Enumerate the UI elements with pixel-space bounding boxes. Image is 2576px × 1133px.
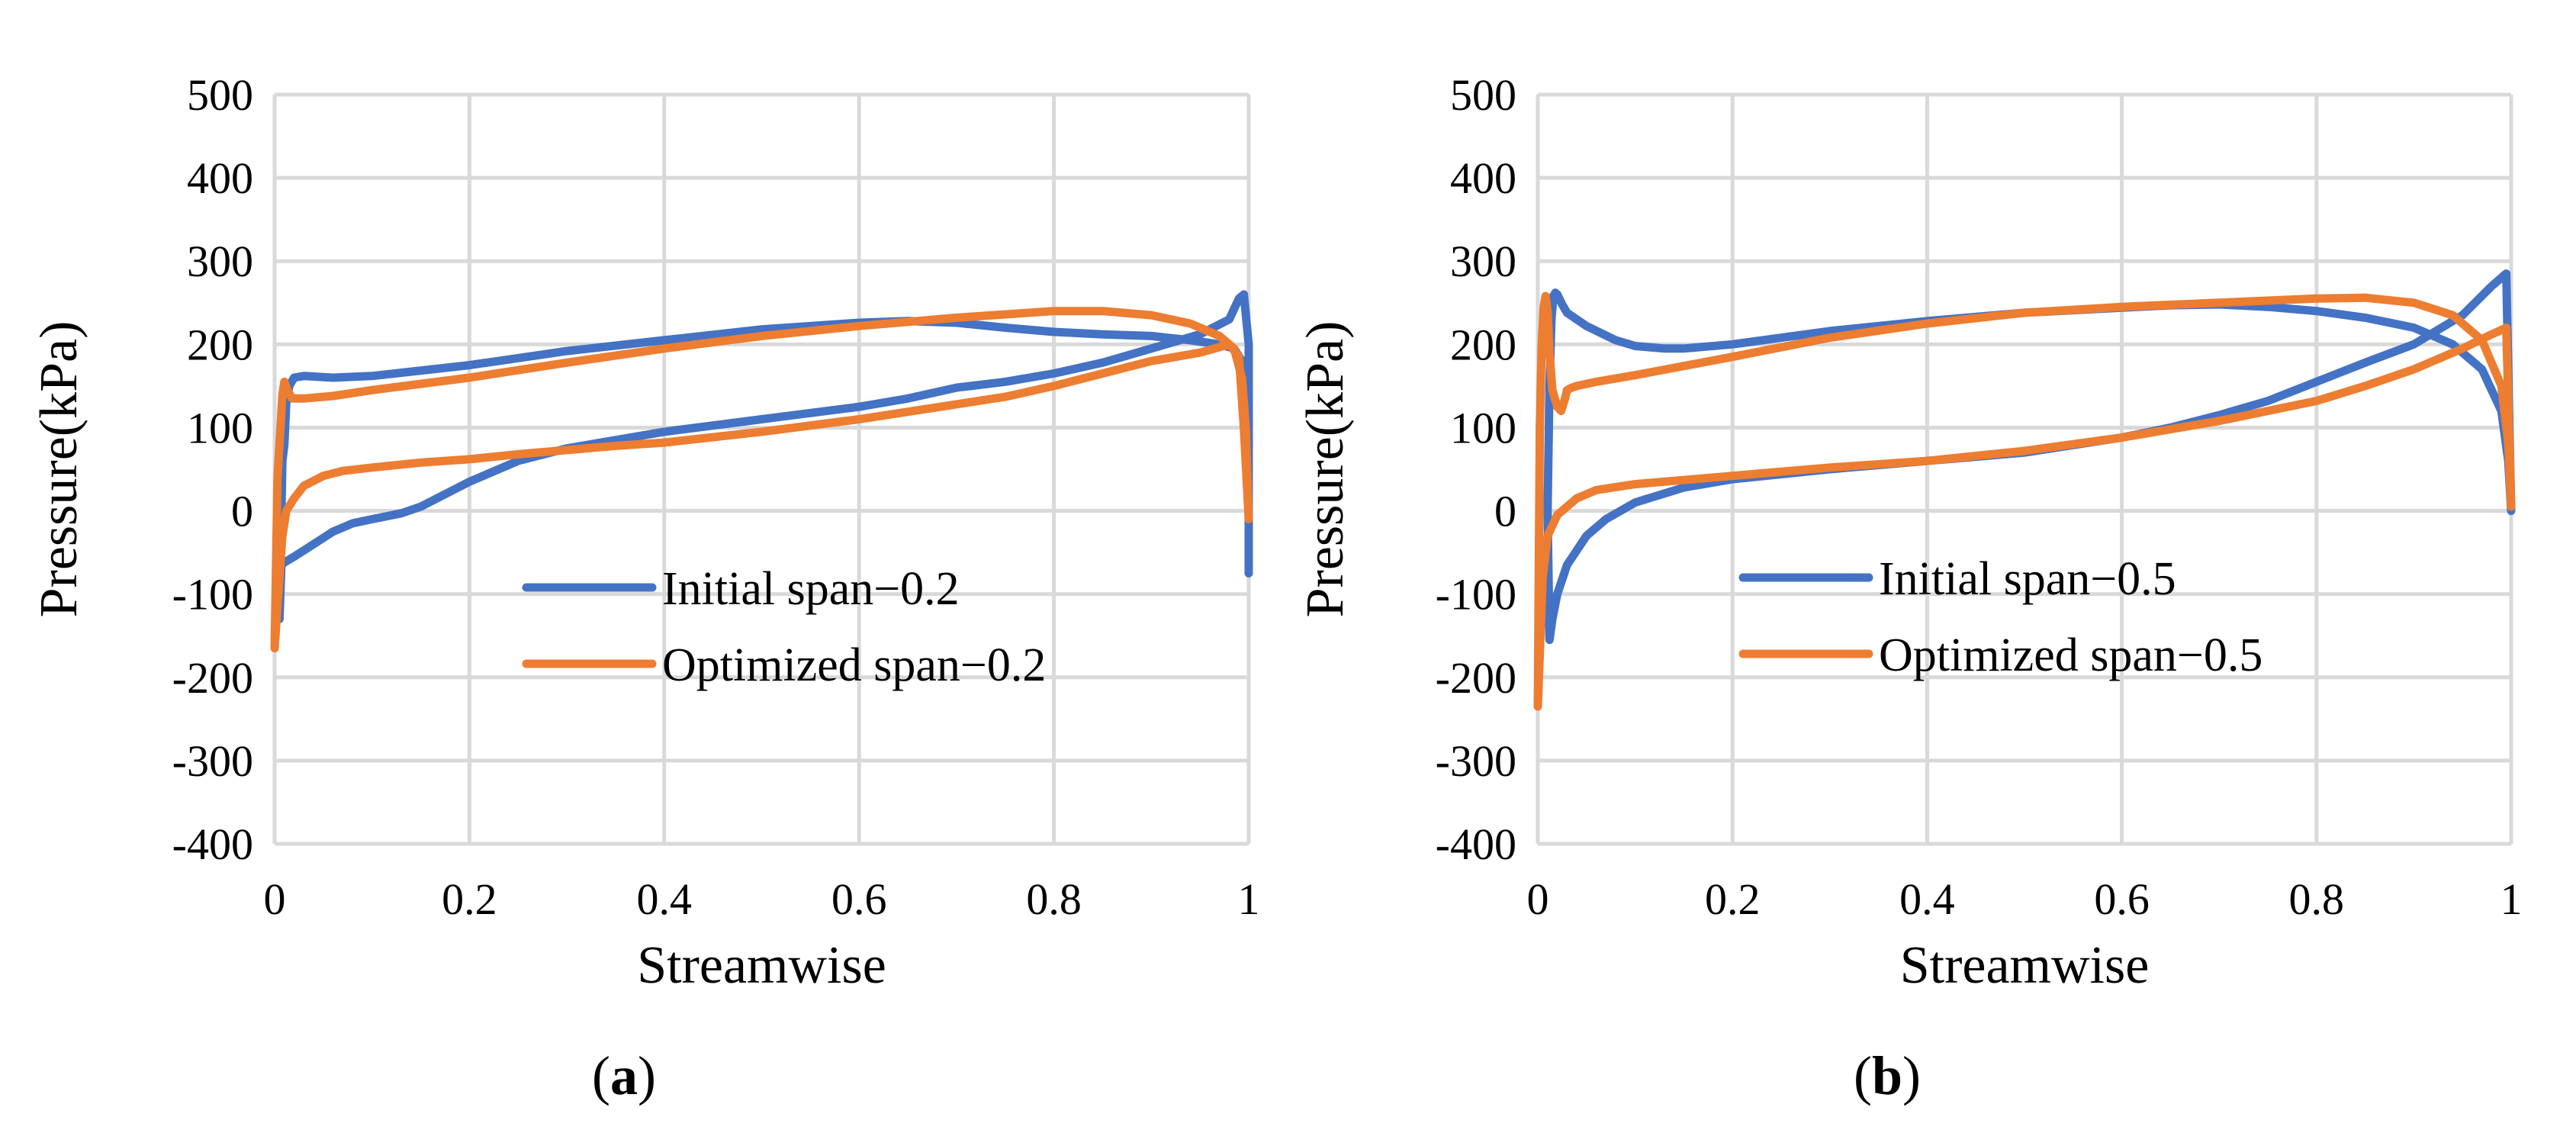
y-tick-label: 200 xyxy=(187,320,253,369)
legend-label: Initial span−0.2 xyxy=(662,563,960,615)
panel-label: a xyxy=(610,1045,638,1106)
y-tick-label: 300 xyxy=(1450,237,1516,286)
series-line-optimized xyxy=(1533,291,2516,711)
legend-label: Optimized span−0.5 xyxy=(1879,629,2262,681)
y-tick-label: -100 xyxy=(1436,570,1516,620)
x-tick-label: 1 xyxy=(2500,874,2523,924)
legend: Initial span−0.2 Optimized span−0.2 xyxy=(522,563,1046,691)
panel-label: b xyxy=(1872,1045,1902,1106)
x-tick-label: 0.8 xyxy=(1026,874,1082,924)
x-tick-label: 0.8 xyxy=(2289,874,2345,924)
grid xyxy=(1536,92,2513,846)
legend-label: Optimized span−0.2 xyxy=(662,639,1046,691)
y-tick-label: -200 xyxy=(172,653,253,703)
y-tick-label: -400 xyxy=(1436,819,1516,869)
x-tick-label: 0.4 xyxy=(1899,874,1955,924)
y-tick-label: 400 xyxy=(187,153,253,203)
y-tick-label: -400 xyxy=(172,819,253,869)
y-tick-label: 400 xyxy=(1450,153,1516,203)
y-tick-label: 100 xyxy=(187,403,253,452)
x-tick-label: 1 xyxy=(1238,874,1260,924)
y-axis-title: Pressure(kPa) xyxy=(1296,321,1355,618)
y-tick-label: 500 xyxy=(187,70,253,120)
panel-caption: (b) xyxy=(1854,1045,1921,1106)
x-tick-label: 0.2 xyxy=(1705,874,1761,924)
y-tick-label: -300 xyxy=(172,736,253,786)
chart-panel-b: -400 -300 -200 -100 0 100 200 300 400 500 0 0.2 0.4 0… xyxy=(1296,70,2523,1106)
x-tick-label: 0.6 xyxy=(831,874,887,924)
y-tick-label: 0 xyxy=(1494,487,1516,536)
panel-caption: (a) xyxy=(592,1045,656,1106)
y-tick-label: 100 xyxy=(1450,403,1516,452)
x-tick-label: 0.2 xyxy=(442,874,497,924)
y-tick-label: 500 xyxy=(1450,70,1516,120)
y-tick-label: -100 xyxy=(172,570,253,620)
series-line-initial xyxy=(1543,269,2516,645)
series-line-optimized xyxy=(270,307,1253,653)
y-tick-label: 200 xyxy=(1450,320,1516,369)
x-tick-label: 0 xyxy=(1527,874,1549,924)
y-tick-label: -200 xyxy=(1436,653,1516,703)
y-tick-label: 300 xyxy=(187,237,253,286)
x-tick-label: 0.4 xyxy=(637,874,693,924)
y-tick-label: -300 xyxy=(1436,736,1516,786)
x-tick-label: 0.6 xyxy=(2094,874,2150,924)
y-tick-label: 0 xyxy=(231,487,253,536)
x-axis-title: Streamwise xyxy=(1900,936,2150,995)
y-axis-title: Pressure(kPa) xyxy=(30,321,88,618)
series-line-initial xyxy=(275,290,1253,623)
legend-label: Initial span−0.5 xyxy=(1879,553,2176,605)
legend: Initial span−0.5 Optimized span−0.5 xyxy=(1738,553,2262,681)
x-axis-title: Streamwise xyxy=(637,936,886,995)
chart-panel-a: -400 -300 -200 -100 0 100 200 300 400 500 0 0.2 0.4 0… xyxy=(30,70,1260,1106)
x-tick-label: 0 xyxy=(264,874,286,924)
